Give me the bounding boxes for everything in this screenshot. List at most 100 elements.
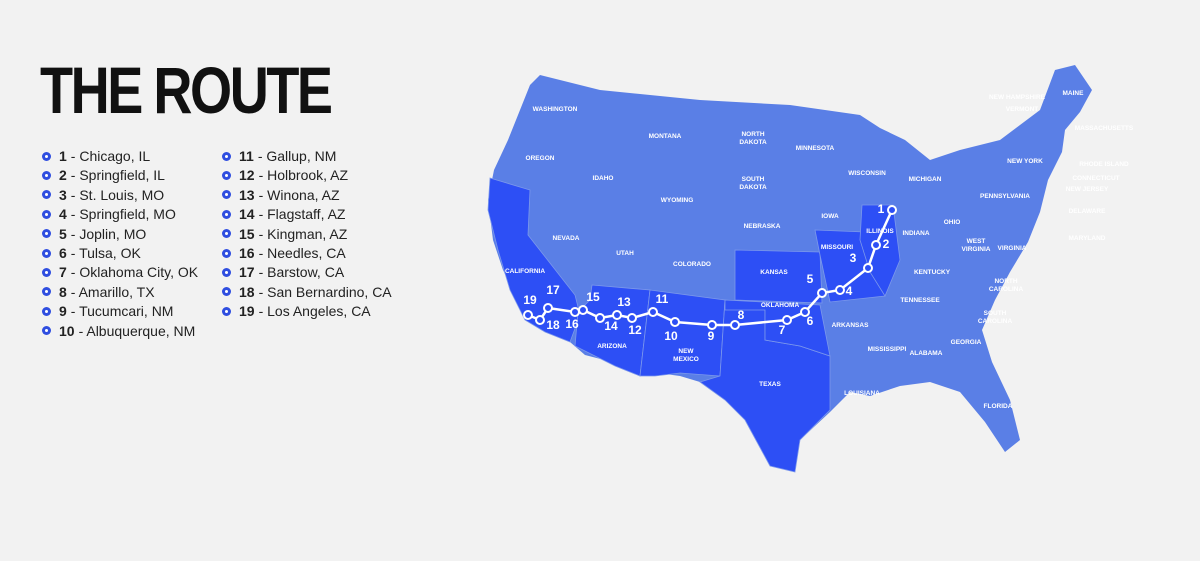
state-label: CONNECTICUT bbox=[1072, 175, 1119, 182]
state-label: RHODE ISLAND bbox=[1079, 161, 1129, 168]
state-label-line: NEW bbox=[678, 348, 694, 355]
stop-number: 16 bbox=[239, 245, 255, 261]
stop-name: - Holbrook, AZ bbox=[258, 167, 349, 184]
bullet bbox=[42, 151, 51, 161]
bullet bbox=[42, 190, 51, 200]
stop-item: 9- Tucumcari, NM bbox=[42, 303, 173, 319]
state-label: NEW YORK bbox=[1007, 158, 1043, 165]
state-label: IDAHO bbox=[593, 175, 614, 182]
route-stop-number: 7 bbox=[779, 323, 786, 337]
route-stop-number: 2 bbox=[883, 237, 890, 251]
state-label-line: NORTH bbox=[994, 278, 1017, 285]
state-label: OREGON bbox=[526, 155, 555, 162]
stop-name: - Springfield, IL bbox=[70, 167, 165, 184]
bullet bbox=[42, 229, 51, 239]
stop-item: 14- Flagstaff, AZ bbox=[222, 206, 345, 222]
state-label-line: WEST bbox=[967, 238, 986, 245]
route-stop bbox=[535, 315, 545, 325]
route-stop-number: 11 bbox=[656, 292, 669, 306]
state-label: NORTH DAKOTA bbox=[739, 131, 767, 146]
bullet bbox=[42, 170, 51, 180]
stop-item: 12- Holbrook, AZ bbox=[222, 167, 348, 183]
bullet bbox=[42, 267, 51, 277]
state-label: MISSISSIPPI bbox=[868, 346, 907, 353]
stop-item: 11- Gallup, NM bbox=[222, 148, 336, 164]
state-label: MISSOURI bbox=[821, 244, 853, 251]
route-stop bbox=[887, 205, 897, 215]
route-stop bbox=[800, 307, 810, 317]
stop-number: 13 bbox=[239, 186, 255, 203]
route-stop-number: 14 bbox=[604, 319, 618, 333]
bullet bbox=[42, 287, 51, 297]
state-label: NEW JERSEY bbox=[1066, 186, 1109, 193]
state-label: LOUISIANA bbox=[844, 390, 880, 397]
stop-item: 2- Springfield, IL bbox=[42, 167, 165, 183]
stop-name: - Albuquerque, NM bbox=[78, 322, 196, 339]
state-label-line: CAROLINA bbox=[989, 286, 1024, 293]
stop-name: - Tucumcari, NM bbox=[70, 303, 174, 320]
state-label: SOUTH DAKOTA bbox=[739, 176, 767, 191]
state-label: IOWA bbox=[821, 213, 839, 220]
state-california bbox=[487, 177, 581, 343]
route-stop-number: 19 bbox=[523, 293, 537, 307]
state-label: OHIO bbox=[944, 219, 961, 226]
stop-item: 8- Amarillo, TX bbox=[42, 284, 155, 300]
state-label: TENNESSEE bbox=[900, 297, 940, 304]
state-label: NORTH CAROLINA bbox=[989, 278, 1024, 293]
state-label: ILLINOIS bbox=[866, 228, 894, 235]
stop-number: 2 bbox=[59, 167, 67, 184]
stop-item: 4- Springfield, MO bbox=[42, 206, 176, 222]
route-stop-number: 17 bbox=[546, 283, 560, 297]
stop-name: - Los Angeles, CA bbox=[258, 303, 371, 320]
state-illinois bbox=[859, 204, 901, 297]
state-label-line: NORTH bbox=[741, 131, 764, 138]
stop-item: 16- Needles, CA bbox=[222, 245, 346, 261]
state-label: SOUTH CAROLINA bbox=[978, 310, 1013, 325]
stop-name: - St. Louis, MO bbox=[70, 186, 165, 203]
state-label: KANSAS bbox=[760, 269, 788, 276]
route-stop bbox=[817, 288, 827, 298]
route-stop bbox=[523, 310, 533, 320]
route-stop-number: 1 bbox=[878, 202, 885, 216]
stop-item: 17- Barstow, CA bbox=[222, 264, 344, 280]
route-stop bbox=[648, 307, 658, 317]
route-stop-number: 4 bbox=[846, 284, 853, 298]
route-stop bbox=[570, 307, 580, 317]
state-label: ARIZONA bbox=[597, 343, 627, 350]
stop-name: - Winona, AZ bbox=[258, 186, 340, 203]
route-stop-number: 12 bbox=[628, 323, 642, 337]
stop-item: 19- Los Angeles, CA bbox=[222, 303, 371, 319]
stop-number: 6 bbox=[59, 245, 67, 261]
stop-item: 7- Oklahoma City, OK bbox=[42, 264, 198, 280]
state-label: WEST VIRGINIA bbox=[962, 238, 991, 253]
stop-number: 12 bbox=[239, 167, 255, 184]
state-label: MINNESOTA bbox=[796, 145, 835, 152]
state-label: PENNSYLVANIA bbox=[980, 193, 1030, 200]
stop-name: - Kingman, AZ bbox=[258, 225, 348, 242]
state-kansas bbox=[734, 249, 823, 304]
route-stop bbox=[612, 310, 622, 320]
route-stop-number: 9 bbox=[708, 329, 715, 343]
stop-item: 5- Joplin, MO bbox=[42, 226, 146, 242]
stop-name: - Needles, CA bbox=[258, 245, 346, 261]
bullet bbox=[222, 209, 231, 219]
route-stop bbox=[863, 263, 873, 273]
route-stop-number: 16 bbox=[565, 317, 579, 331]
bullet bbox=[222, 170, 231, 180]
state-label: WISCONSIN bbox=[848, 170, 886, 177]
stop-item: 1- Chicago, IL bbox=[42, 148, 150, 164]
bullet bbox=[222, 287, 231, 297]
stop-number: 10 bbox=[59, 322, 75, 339]
state-label: NEBRASKA bbox=[744, 223, 781, 230]
route-stop-number: 10 bbox=[664, 329, 678, 343]
state-label-line: SOUTH bbox=[984, 310, 1007, 317]
state-label: VERMONT bbox=[1006, 106, 1039, 113]
route-stop-number: 15 bbox=[586, 290, 600, 304]
stop-name: - Tulsa, OK bbox=[70, 245, 141, 261]
route-stop bbox=[670, 317, 680, 327]
state-label: NEW HAMPSHIRE bbox=[989, 94, 1046, 101]
stop-item: 18- San Bernardino, CA bbox=[222, 284, 392, 300]
stop-number: 18 bbox=[239, 283, 255, 300]
bullet bbox=[222, 306, 231, 316]
